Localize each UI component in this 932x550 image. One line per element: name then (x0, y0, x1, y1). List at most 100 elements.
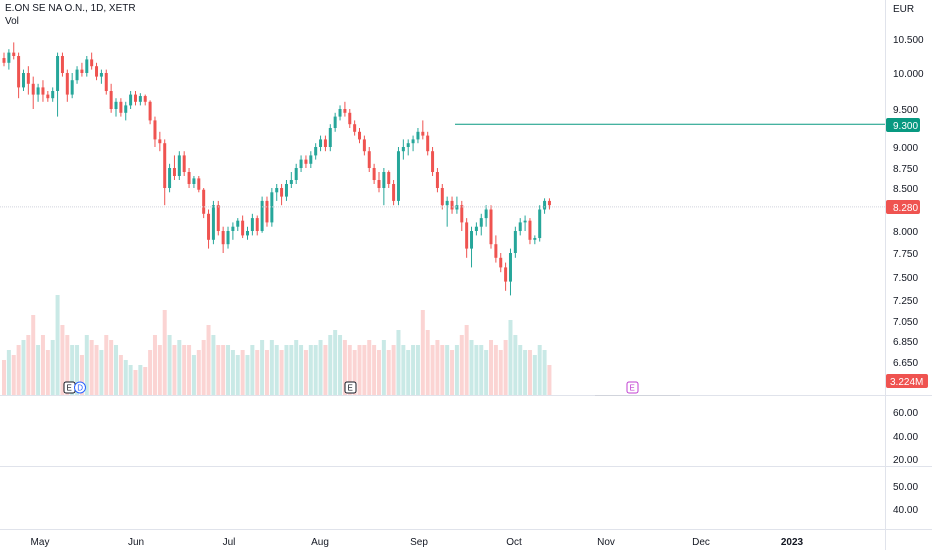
price-tick: 6.850 (893, 337, 918, 348)
candle (60, 52, 64, 77)
price-tick: 9.500 (893, 105, 918, 116)
last-price-badge-text: 8.280 (893, 203, 918, 214)
candle (109, 83, 113, 113)
volume-bar (547, 365, 552, 395)
volume-bar (26, 335, 31, 395)
level-badge[interactable]: 9.300 (886, 118, 920, 132)
volume-bar (420, 310, 425, 395)
volume-bar (323, 345, 328, 395)
candle (426, 131, 430, 156)
candle (265, 196, 269, 227)
volume-bar (401, 345, 406, 395)
candle (411, 135, 415, 152)
candle (192, 176, 196, 188)
candle (396, 147, 400, 206)
lower-pane-axis[interactable]: 60.00 40.00 20.00 50.00 40.00 (893, 408, 918, 516)
volume-bar (172, 345, 177, 395)
volume-bar (11, 355, 16, 395)
candle (70, 73, 74, 99)
volume-bar (230, 350, 235, 395)
candle (533, 235, 537, 245)
volume-bar (157, 345, 162, 395)
volume-bar (221, 345, 226, 395)
year-tick: 2023 (781, 537, 804, 548)
candle (17, 52, 21, 99)
candle (309, 151, 313, 168)
candle (470, 226, 474, 268)
volume-bar (489, 340, 493, 395)
volume-bar (182, 345, 187, 395)
candle (494, 235, 498, 263)
candle (36, 83, 40, 102)
candle (289, 172, 293, 188)
volume-bar (60, 325, 65, 395)
volume-bar (440, 345, 445, 395)
time-axis[interactable]: May Jun Jul Aug Sep Oct Nov Dec 2023 (31, 537, 804, 548)
candle (143, 94, 147, 106)
last-price-badge[interactable]: 8.280 (886, 200, 920, 214)
volume-bar (537, 345, 542, 395)
candle (328, 124, 332, 152)
candle (280, 184, 284, 206)
candle (543, 198, 547, 214)
volume-bar (89, 340, 94, 395)
volume-bar (143, 367, 148, 395)
candle (523, 215, 527, 231)
volume-bar (367, 340, 372, 395)
candle (275, 184, 279, 201)
volume-bar (94, 345, 99, 395)
volume-bar (123, 360, 128, 395)
volume-bar (167, 335, 172, 395)
volume-bar (55, 295, 60, 395)
candle (46, 91, 50, 102)
candle (236, 218, 240, 231)
candle (51, 87, 55, 102)
candle (372, 163, 376, 184)
volume-bar (245, 355, 250, 395)
earnings-marker[interactable]: E (344, 381, 357, 394)
candle (90, 52, 94, 70)
candle (99, 69, 103, 84)
volume-bar (445, 345, 450, 395)
volume-bar (523, 350, 528, 395)
candle (177, 151, 181, 180)
volume-bar (191, 355, 196, 395)
candle (362, 135, 366, 156)
candle (392, 180, 396, 206)
volume-bar (45, 350, 50, 395)
volume-bar (138, 365, 143, 395)
volume-bar (6, 350, 11, 395)
candle (26, 66, 30, 95)
candle (172, 155, 176, 180)
candle (499, 253, 503, 273)
volume-bar (503, 340, 508, 395)
price-tick: 10.500 (893, 35, 924, 46)
candle (435, 168, 439, 193)
volume-bar (513, 335, 518, 395)
volume-bar (133, 370, 138, 395)
month-tick: Jul (223, 537, 236, 548)
price-tick: 7.750 (893, 249, 918, 260)
earnings-marker-text: E (67, 384, 72, 393)
volume-bar (391, 345, 396, 395)
lower-tick: 20.00 (893, 455, 918, 466)
volume-bar (299, 345, 304, 395)
volume-bar (148, 350, 153, 395)
candle (133, 91, 137, 106)
dividend-marker[interactable]: D (74, 381, 86, 394)
volume-bar (454, 345, 459, 395)
candle (450, 196, 454, 214)
volume-bar (498, 350, 503, 395)
candle (158, 131, 162, 152)
candle (460, 200, 464, 231)
volume-bar (308, 345, 313, 395)
candle (358, 128, 362, 144)
candle (65, 69, 69, 102)
price-axis[interactable]: 10.500 10.000 9.500 9.000 8.750 8.500 8.… (893, 35, 924, 369)
upcoming-earnings-marker[interactable]: E (626, 381, 639, 394)
volume-badge[interactable]: 3.224M (886, 374, 928, 388)
earnings-marker[interactable]: E (63, 381, 76, 394)
candle (119, 98, 123, 117)
candle (538, 205, 542, 242)
